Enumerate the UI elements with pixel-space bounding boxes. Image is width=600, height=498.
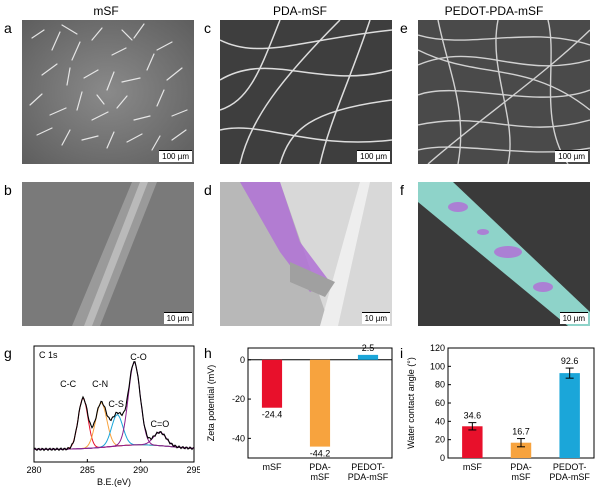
scale-bar-a: 100 µm (159, 150, 192, 162)
chart-zeta-svg: 0 -20 -40 Zeta potential (mV) -24.4 mSF -44.2 P… (206, 343, 393, 482)
x-axis-title: B.E.(eV) (97, 477, 131, 487)
panel-label-i: i (400, 345, 404, 361)
peak-label-c-o: C-O (130, 352, 147, 362)
sem-image-d: 10 µm (220, 182, 392, 326)
y-tick-label: 20 (435, 435, 445, 445)
bar-value-label: 92.6 (561, 356, 579, 366)
sem-image-c: 100 µm (220, 20, 392, 164)
x-category-label: PEDOT- (553, 462, 587, 472)
panel-label-d: d (204, 182, 212, 198)
column-title-pedot-pda-msf: PEDOT-PDA-mSF (444, 4, 544, 18)
bar-value-label: 2.5 (362, 343, 375, 353)
bar-pedot-pda-msf (559, 373, 580, 458)
chart-xps-c1s: 280 285 290 295 B.E.(eV) C 1s C-C C-N C-S C-O C=O (14, 340, 200, 496)
chart-contact-angle-svg: 0 20 40 60 80 100 120 Water contact angle (°) 34… (406, 343, 595, 482)
spectrum-envelope (33, 361, 195, 452)
chart-water-contact-angle: 0 20 40 60 80 100 120 Water contact angle (°) 34… (404, 340, 600, 496)
panel-label-c: c (204, 20, 211, 36)
bar-value-label: 34.6 (464, 411, 482, 421)
y-tick-label: 0 (240, 355, 245, 365)
column-title-msf: mSF (93, 4, 119, 18)
x-category-label: PDA-mSF (348, 472, 389, 482)
sem-image-b: 10 µm (22, 182, 194, 326)
peak-label-c-c: C-C (60, 379, 76, 389)
sem-image-f: 10 µm (418, 182, 590, 326)
chart-zeta-potential: 0 -20 -40 Zeta potential (mV) -24.4 mSF -44.2 P… (204, 340, 400, 496)
x-tick-label: 280 (26, 465, 41, 475)
y-tick-label: -40 (232, 433, 245, 443)
x-category-label: PDA-mSF (549, 472, 590, 482)
x-category-label: PEDOT- (351, 462, 385, 472)
panel-label-h: h (204, 345, 212, 361)
sem-image-a: 100 µm (22, 20, 194, 164)
sem-single-fiber-graphic (22, 182, 194, 326)
bar-pda-msf (510, 442, 532, 458)
peak-label-ceqo: C=O (150, 419, 169, 429)
bar-pedot-pda-msf (357, 354, 379, 360)
x-category-label: mSF (311, 472, 331, 482)
scale-bar-f: 10 µm (559, 312, 588, 324)
y-tick-label: 60 (435, 398, 445, 408)
y-tick-label: 0 (440, 453, 445, 463)
sem-fibers-graphic (220, 20, 392, 164)
bar-value-label: -24.4 (262, 410, 283, 420)
x-category-label: mSF (463, 462, 483, 472)
y-axis-title: Water contact angle (°) (406, 357, 416, 449)
sem-dense-fibers-graphic (418, 20, 590, 164)
x-category-label: PDA- (309, 462, 331, 472)
x-tick-label: 290 (133, 465, 148, 475)
plot-frame (247, 347, 393, 459)
panel-label-e: e (400, 20, 408, 36)
sem-flakes-graphic (22, 20, 194, 164)
y-tick-label: 100 (430, 361, 445, 371)
chart-title: C 1s (39, 350, 58, 360)
sem-coated-fiber-graphic (220, 182, 392, 326)
column-title-pda-msf: PDA-mSF (273, 4, 327, 18)
y-tick-label: 120 (430, 343, 445, 353)
chart-xps-svg: 280 285 290 295 B.E.(eV) C 1s C-C C-NC-S C-O C=O (26, 345, 200, 487)
x-tick-label: 295 (186, 465, 200, 475)
bar-pda-msf (309, 359, 331, 447)
x-tick-label: 285 (80, 465, 95, 475)
bar-value-label: 16.7 (512, 427, 530, 437)
plot-frame (33, 345, 195, 463)
scale-bar-e: 100 µm (555, 150, 588, 162)
sem-pedot-fiber-graphic (418, 182, 590, 326)
x-category-label: PDA- (510, 462, 532, 472)
x-category-label: mSF (512, 472, 532, 482)
scale-bar-c: 100 µm (357, 150, 390, 162)
sem-image-e: 100 µm (418, 20, 590, 164)
panel-label-b: b (4, 182, 12, 198)
bar-msf (462, 426, 483, 458)
y-tick-label: 80 (435, 380, 445, 390)
x-category-label: mSF (263, 462, 283, 472)
y-tick-label: -20 (232, 394, 245, 404)
y-tick-label: 40 (435, 416, 445, 426)
panel-label-a: a (4, 20, 12, 36)
panel-label-g: g (4, 345, 12, 361)
bar-msf (261, 359, 283, 408)
y-axis-title: Zeta potential (mV) (206, 365, 216, 442)
scale-bar-d: 10 µm (361, 312, 390, 324)
peak-label-c-n: C-N (92, 379, 108, 389)
bar-value-label: -44.2 (310, 449, 331, 459)
peak-label-c-s: C-S (108, 399, 124, 409)
scale-bar-b: 10 µm (163, 312, 192, 324)
panel-label-f: f (400, 182, 404, 198)
